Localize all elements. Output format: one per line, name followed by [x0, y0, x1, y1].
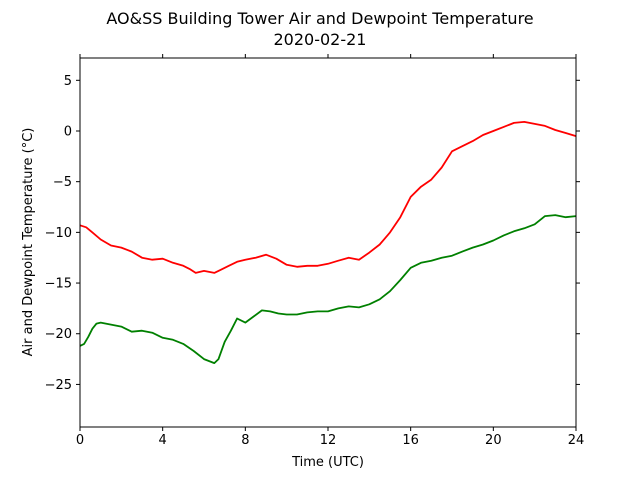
y-tick-label: −25 [45, 378, 72, 393]
x-tick-label: 24 [568, 433, 585, 448]
plot-frame [79, 57, 577, 428]
x-tick-label: 20 [485, 433, 502, 448]
x-tick-label: 4 [159, 433, 167, 448]
y-axis-label: Air and Dewpoint Temperature (°C) [21, 128, 36, 357]
air-temperature-line [79, 121, 577, 274]
tick-layer: 0 4 8 12 16 20 24 5 0 −5 −10 −15 −20 −25 [45, 54, 585, 448]
x-axis-label: Time (UTC) [291, 455, 364, 470]
x-tick-label: 16 [402, 433, 419, 448]
series-layer [79, 121, 577, 365]
y-tick-label: −15 [45, 277, 72, 292]
y-tick-label: −20 [45, 327, 72, 342]
x-tick-label: 12 [320, 433, 337, 448]
x-tick-label: 8 [241, 433, 249, 448]
chart-title: AO&SS Building Tower Air and Dewpoint Te… [106, 9, 533, 28]
dewpoint-temperature-line [79, 214, 577, 365]
y-tick-label: 5 [64, 74, 72, 89]
y-tick-label: −5 [53, 175, 72, 190]
x-tick-label: 0 [76, 433, 84, 448]
y-tick-label: −10 [45, 226, 72, 241]
chart-subtitle: 2020-02-21 [274, 30, 367, 49]
y-tick-label: 0 [64, 124, 72, 139]
